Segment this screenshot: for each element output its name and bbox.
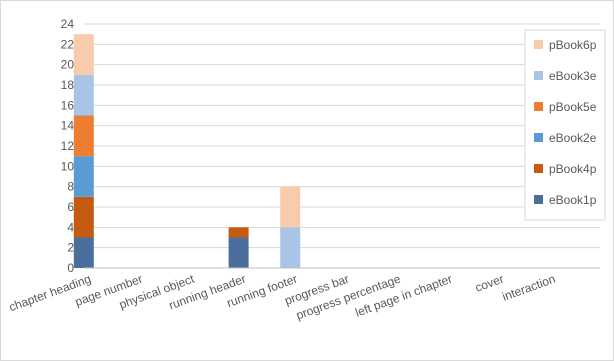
- y-tick-label: 24: [61, 17, 75, 31]
- legend-swatch: [534, 164, 543, 173]
- y-tick-label: 4: [67, 220, 74, 234]
- legend-label: eBook3e: [549, 69, 597, 83]
- y-tick-label: 16: [61, 98, 75, 112]
- bar-segment: [73, 156, 94, 197]
- bars: [73, 34, 301, 268]
- y-tick-label: 8: [67, 180, 74, 194]
- y-tick-label: 6: [67, 200, 74, 214]
- legend-label: pBook4p: [549, 162, 597, 176]
- legend-label: pBook6p: [549, 38, 597, 52]
- legend-label: eBook1p: [549, 193, 597, 207]
- legend-swatch: [534, 133, 543, 142]
- bar-segment: [280, 186, 301, 228]
- bar-segment: [228, 227, 249, 238]
- y-tick-label: 14: [61, 119, 75, 133]
- y-tick-label: 20: [61, 58, 75, 72]
- bar-segment: [73, 34, 94, 75]
- bar-segment: [228, 237, 249, 268]
- bar-segment: [280, 227, 301, 268]
- bar-segment: [73, 74, 94, 116]
- y-tick-label: 10: [61, 159, 75, 173]
- y-tick-label: 0: [67, 261, 74, 275]
- legend-swatch: [534, 40, 543, 49]
- bar-segment: [73, 115, 94, 157]
- legend-label: eBook2e: [549, 131, 597, 145]
- legend-swatch: [534, 195, 543, 204]
- bar-segment: [73, 196, 94, 238]
- legend-box: [524, 29, 606, 221]
- legend-swatch: [534, 102, 543, 111]
- y-tick-label: 22: [61, 37, 75, 51]
- legend: pBook6p eBook3e pBook5e eBook2e pBook4p eBook…: [524, 29, 606, 221]
- y-tick-label: 12: [61, 139, 75, 153]
- y-tick-label: 18: [61, 78, 75, 92]
- legend-swatch: [534, 71, 543, 80]
- bar-segment: [73, 237, 94, 268]
- legend-label: pBook5e: [549, 100, 597, 114]
- y-tick-label: 2: [67, 241, 74, 255]
